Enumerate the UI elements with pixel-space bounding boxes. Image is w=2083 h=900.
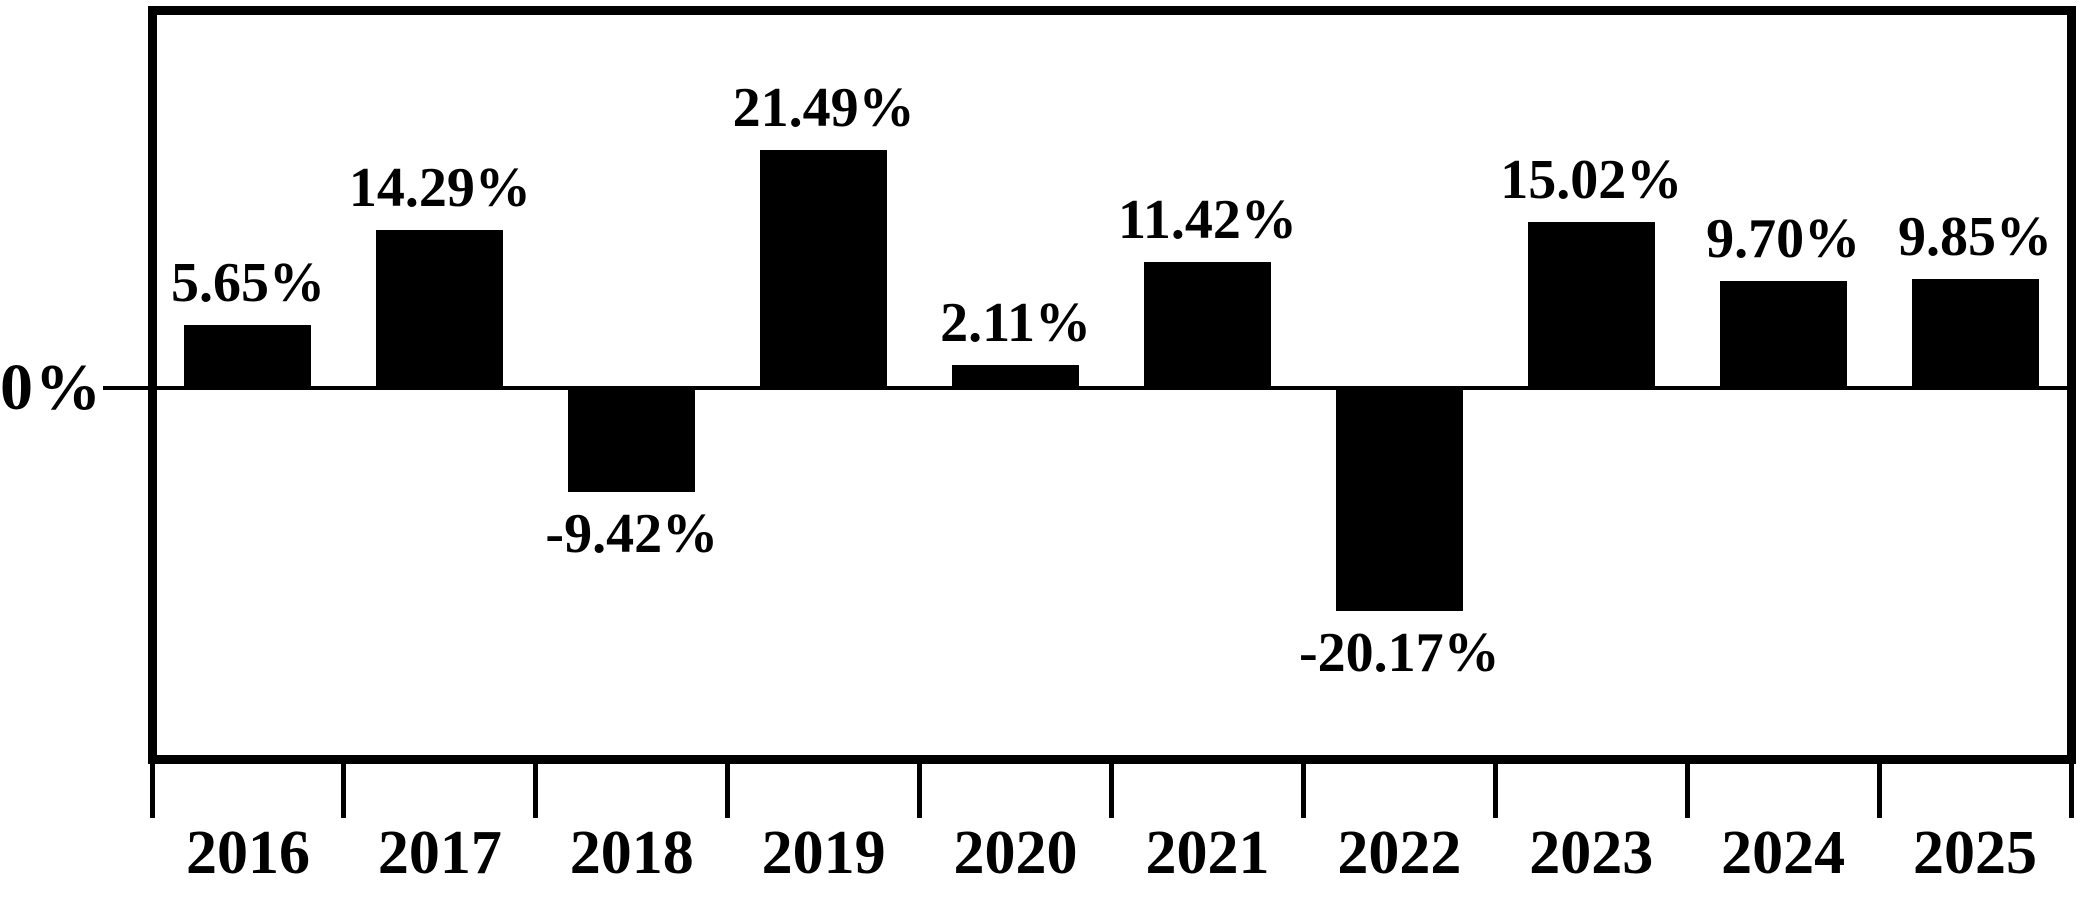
- bar-2022: [1335, 387, 1463, 611]
- bar-2017: [376, 229, 504, 388]
- bar-value-label: 2.11%: [940, 291, 1091, 354]
- x-tick-label-2018: 2018: [569, 819, 694, 887]
- x-tick-mark: [1876, 763, 1882, 818]
- y-axis-zero-label: 0%: [0, 351, 103, 424]
- x-tick-mark: [1109, 763, 1114, 818]
- bar-2018: [568, 387, 696, 492]
- bar-value-label: 14.29%: [348, 156, 531, 219]
- x-tick-label-2016: 2016: [185, 819, 310, 887]
- x-tick-mark: [1300, 763, 1306, 818]
- x-tick-label-2019: 2019: [761, 819, 886, 887]
- bar-value-label: -9.42%: [545, 502, 719, 565]
- bar-2025: [1911, 278, 2039, 388]
- bar-2024: [1719, 280, 1847, 388]
- bar-2023: [1527, 221, 1655, 388]
- x-tick-mark: [725, 763, 731, 818]
- bar-value-label: 11.42%: [1117, 188, 1297, 251]
- bar-2020: [952, 364, 1080, 388]
- bar-2016: [184, 325, 312, 388]
- zero-baseline: [103, 386, 2071, 390]
- bar-value-label: 9.70%: [1706, 207, 1861, 270]
- bar-value-label: 15.02%: [1500, 148, 1683, 211]
- x-tick-label-2023: 2023: [1529, 819, 1654, 887]
- bar-value-label: 21.49%: [732, 77, 915, 140]
- bar-2021: [1143, 261, 1271, 388]
- x-tick-label-2017: 2017: [377, 819, 502, 887]
- bar-2019: [760, 150, 888, 388]
- x-tick-label-2025: 2025: [1913, 819, 2038, 887]
- bar-value-label: 9.85%: [1898, 205, 2053, 268]
- x-tick-mark: [1492, 763, 1498, 818]
- x-tick-mark: [341, 763, 347, 818]
- x-tick-label-2022: 2022: [1337, 819, 1462, 887]
- x-tick-mark: [917, 763, 923, 818]
- x-tick-mark: [533, 763, 539, 818]
- x-tick-mark: [1684, 763, 1690, 818]
- bar-value-label: -20.17%: [1299, 621, 1500, 684]
- bar-value-label: 5.65%: [170, 252, 325, 315]
- x-tick-label-2021: 2021: [1145, 819, 1270, 887]
- x-tick-label-2020: 2020: [953, 819, 1078, 887]
- x-tick-mark: [2068, 763, 2074, 818]
- x-tick-mark: [149, 763, 155, 818]
- x-tick-label-2024: 2024: [1721, 819, 1846, 887]
